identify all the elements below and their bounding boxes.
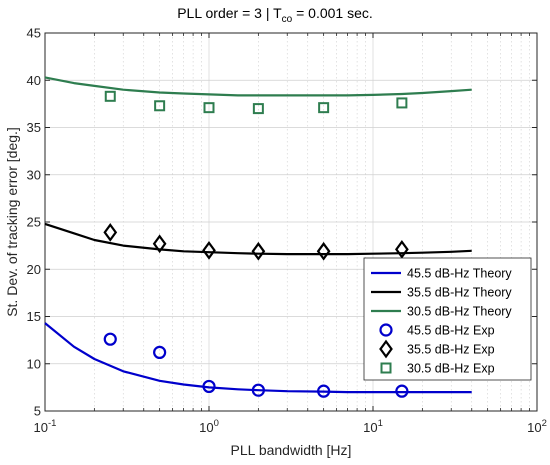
x-tick-label: 101 (363, 418, 383, 435)
y-tick-label: 15 (27, 309, 41, 324)
data-point (153, 345, 167, 360)
x-axis-label: PLL bandwidth [Hz] (231, 442, 352, 458)
legend-entry: 45.5 dB-Hz Exp (407, 324, 495, 338)
chart-title-subscript: co (282, 14, 293, 25)
y-tick-label: 25 (27, 215, 41, 230)
data-point (154, 100, 166, 112)
series-line (44, 322, 472, 394)
grid (45, 33, 537, 411)
legend-entry: 30.5 dB-Hz Exp (407, 362, 495, 376)
legend-entry: 30.5 dB-Hz Theory (407, 305, 512, 319)
legend-box (363, 257, 532, 381)
data-point (104, 90, 116, 102)
y-tick-label: 30 (27, 167, 41, 182)
axis-ticks (44, 32, 538, 412)
data-point (252, 103, 264, 115)
data-point (202, 379, 216, 394)
legend-entry: 45.5 dB-Hz Theory (407, 267, 512, 281)
y-tick-label: 45 (27, 26, 41, 41)
data-point (395, 240, 409, 259)
data-point (203, 102, 215, 114)
legend: 45.5 dB-Hz Theory 35.5 dB-Hz Theory 30.5 d… (363, 257, 532, 381)
legend-swatch (379, 339, 393, 359)
data-point (395, 384, 409, 398)
y-tick-label: 10 (27, 356, 41, 371)
data-point (202, 240, 216, 260)
chart-title-suffix: = 0.001 sec. (292, 5, 373, 21)
series-layer (44, 76, 472, 398)
y-tick-label: 40 (27, 73, 41, 88)
legend-swatch (380, 362, 392, 374)
y-tick-label: 20 (27, 262, 41, 277)
data-point (318, 102, 330, 114)
legend-swatch (379, 323, 393, 337)
y-tick-label: 35 (27, 120, 41, 135)
data-point (152, 234, 167, 254)
chart-title: PLL order = 3 | Tco = 0.001 sec. (177, 5, 373, 25)
y-tick-labels: 5 10 15 20 25 30 35 40 45 (27, 26, 41, 419)
x-tick-label: 102 (527, 418, 547, 435)
x-tick-labels: 10-1 100 101 102 (34, 418, 547, 435)
chart-title-prefix: PLL order = 3 | T (177, 5, 282, 21)
y-axis-label: St. Dev. of tracking error [deg.] (4, 127, 20, 317)
data-point (396, 97, 408, 109)
x-tick-label: 100 (199, 418, 219, 435)
series-line (44, 222, 472, 256)
series-line (44, 76, 472, 97)
legend-entry: 35.5 dB-Hz Exp (407, 343, 495, 357)
x-tick-label: 10-1 (34, 418, 57, 435)
data-point (103, 332, 117, 346)
data-point (316, 241, 331, 261)
data-point (317, 384, 331, 398)
legend-entry: 35.5 dB-Hz Theory (407, 286, 512, 300)
data-point (251, 383, 265, 397)
data-point (103, 223, 118, 242)
data-point (251, 241, 266, 261)
y-tick-label: 5 (34, 404, 41, 419)
